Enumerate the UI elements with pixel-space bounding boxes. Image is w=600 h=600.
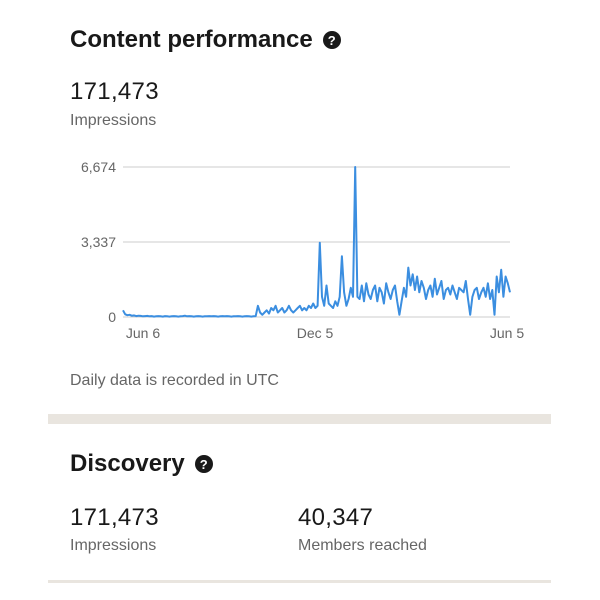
x-tick-label: Jun 5 xyxy=(490,325,524,341)
discovery-impressions-value: 171,473 xyxy=(70,504,159,531)
help-icon[interactable]: ? xyxy=(194,455,213,473)
discovery-impressions-label: Impressions xyxy=(70,537,157,554)
help-icon[interactable]: ? xyxy=(322,31,341,49)
y-tick-label: 0 xyxy=(108,309,116,325)
discovery-title: Discovery xyxy=(70,450,185,477)
section-divider xyxy=(48,414,551,424)
impressions-series-line xyxy=(122,166,511,318)
impressions-value: 171,473 xyxy=(70,78,159,105)
members-reached-label: Members reached xyxy=(298,537,427,554)
bottom-divider xyxy=(48,580,551,583)
y-tick-label: 6,674 xyxy=(81,159,116,175)
x-tick-label: Dec 5 xyxy=(297,325,334,341)
impressions-line-chart[interactable]: 6,674 3,337 0 Jun 6 Dec 5 Jun 5 xyxy=(0,150,600,350)
discovery-header: Discovery ? xyxy=(70,450,213,478)
members-reached-value: 40,347 xyxy=(298,504,374,531)
content-performance-title: Content performance xyxy=(70,26,313,53)
x-tick-label: Jun 6 xyxy=(126,325,160,341)
impressions-label: Impressions xyxy=(70,112,157,129)
utc-note: Daily data is recorded in UTC xyxy=(70,372,279,389)
content-performance-header: Content performance ? xyxy=(70,26,341,54)
y-tick-label: 3,337 xyxy=(81,234,116,250)
